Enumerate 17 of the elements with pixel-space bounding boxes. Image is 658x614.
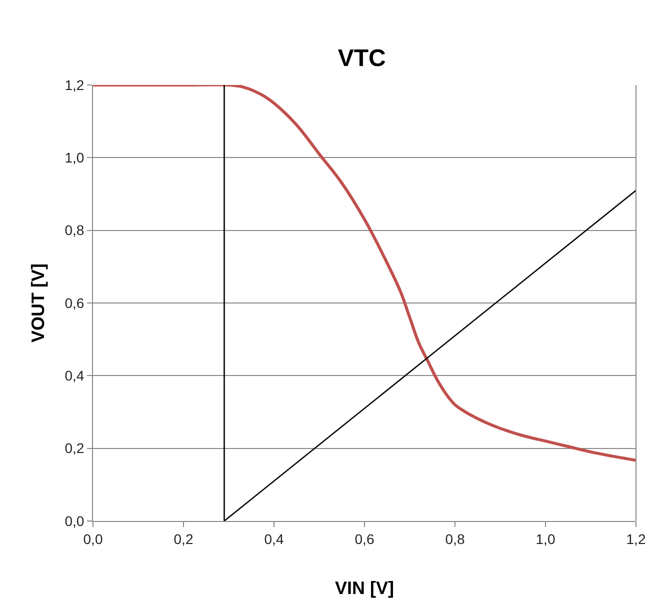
x-tick-label: 1,2: [626, 530, 646, 547]
chart-title: VTC: [338, 44, 386, 72]
x-tick-label: 0,4: [264, 530, 284, 547]
y-tick-label: 0,8: [64, 222, 84, 238]
x-tick-label: 0,6: [354, 530, 374, 547]
x-axis-title: VIN [V]: [334, 578, 394, 598]
y-axis-title: VOUT [V]: [28, 264, 48, 342]
y-tick-label: 1,0: [64, 150, 84, 166]
y-tick-label: 0,0: [64, 512, 84, 529]
y-tick-label: 0,2: [64, 440, 84, 456]
x-tick-label: 0,2: [174, 530, 194, 547]
x-tick-label: 1,0: [536, 530, 556, 547]
x-tick-label: 0,8: [445, 530, 465, 547]
y-tick-label: 1,2: [64, 76, 84, 93]
y-tick-label: 0,4: [64, 368, 84, 384]
x-tick-label: 0,0: [83, 530, 103, 547]
y-tick-label: 0,6: [64, 294, 84, 311]
